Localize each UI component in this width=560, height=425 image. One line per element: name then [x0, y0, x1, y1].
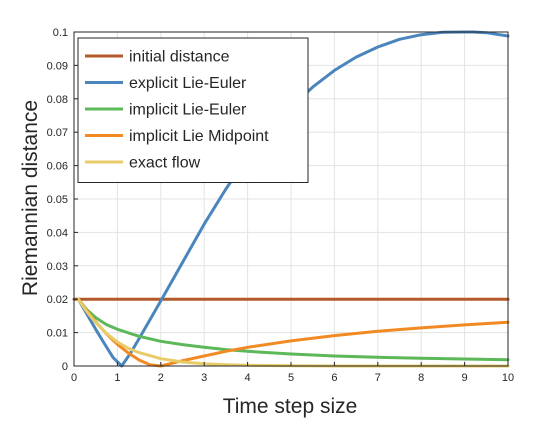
x-tick-label: 2: [158, 372, 164, 384]
y-tick-label: 0.07: [47, 127, 68, 139]
legend-label-2: explicit Lie-Euler: [129, 75, 247, 92]
x-tick-label: 6: [331, 372, 337, 384]
legend-label-1: initial distance: [129, 49, 230, 66]
axes: [73, 31, 509, 367]
y-tick-label: 0: [62, 361, 68, 373]
legend-label-3: implicit Lie-Euler: [129, 102, 247, 119]
series-line-3: [76, 297, 510, 362]
x-tick-label: 1: [114, 372, 120, 384]
legend-label-4: implicit Lie Midpoint: [129, 128, 269, 145]
axes-box: [73, 31, 509, 367]
y-tick-label: 0.04: [47, 227, 68, 239]
y-tick-label: 0.01: [47, 328, 68, 340]
legend-label-5: exact flow: [129, 155, 201, 172]
y-axis-title: Riemannian distance: [19, 100, 42, 296]
x-axis-title: Time step size: [223, 395, 358, 418]
y-tick-label: 0.06: [47, 161, 68, 173]
x-tick-label: 10: [502, 372, 514, 384]
tick-labels: 0 1 2 3 4 5 6 7 8 9 10 0 0.01 0.02 0.03 0.04 0.05 0.06 0.0…: [47, 27, 515, 384]
x-tick-label: 3: [201, 372, 207, 384]
y-tick-label: 0.1: [53, 27, 68, 39]
x-tick-label: 5: [288, 372, 294, 384]
y-tick-label: 0.09: [47, 60, 68, 72]
y-tick-label: 0.05: [47, 194, 68, 206]
legend: initial distance explicit Lie-Euler implic…: [77, 37, 309, 183]
y-tick-label: 0.08: [47, 94, 68, 106]
x-tick-label: 4: [245, 372, 251, 384]
x-tick-label: 0: [71, 372, 77, 384]
y-tick-label: 0.02: [47, 294, 68, 306]
y-tick-label: 0.03: [47, 261, 68, 273]
x-tick-label: 9: [462, 372, 468, 384]
x-tick-label: 7: [375, 372, 381, 384]
x-tick-label: 8: [418, 372, 424, 384]
